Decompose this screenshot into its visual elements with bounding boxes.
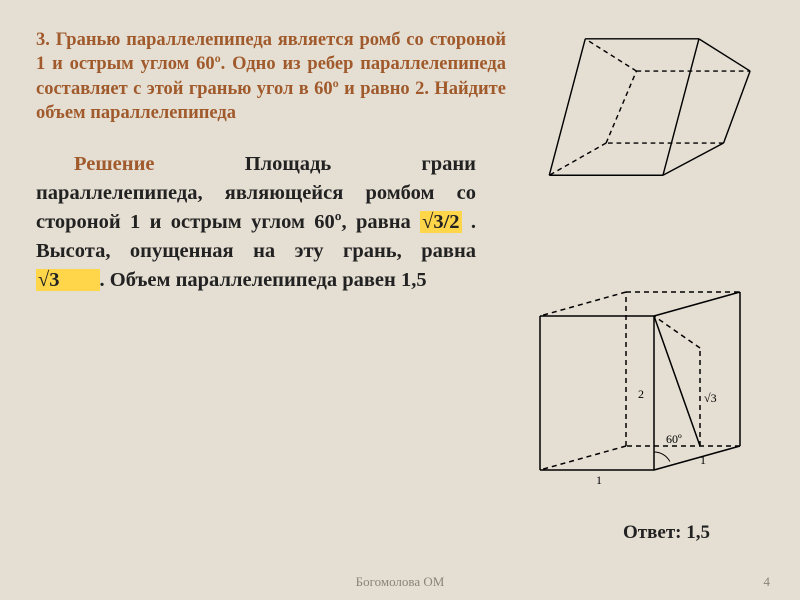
svg-text:√3: √3 [704, 391, 717, 405]
problem-text: 3. Гранью параллелепипеда является ромб … [36, 28, 506, 126]
solution-lead: Решение [74, 153, 154, 175]
figure-top [528, 18, 760, 198]
footer-page: 4 [764, 574, 771, 590]
svg-text:60º: 60º [666, 432, 682, 446]
solution-text: Решение Площадь грани параллелепипеда, я… [36, 150, 476, 296]
solution-formula1: √3/2 [420, 211, 461, 233]
svg-text:1: 1 [700, 453, 706, 467]
answer-block: Ответ: 1,5 [623, 522, 710, 544]
solution-formula2: √3 [36, 269, 100, 291]
answer-label: Ответ: [623, 522, 681, 543]
footer-author: Богомолова ОМ [0, 574, 800, 590]
problem-body: Гранью параллелепипеда является ромб со … [36, 30, 506, 123]
figure-bottom: 1 1 60º 2 √3 [518, 282, 766, 492]
problem-number: 3. [36, 30, 50, 50]
svg-text:2: 2 [638, 387, 644, 401]
svg-text:1: 1 [596, 473, 602, 487]
solution-part3: . Объем параллелепипеда равен 1,5 [100, 269, 427, 291]
answer-value: 1,5 [686, 522, 710, 543]
